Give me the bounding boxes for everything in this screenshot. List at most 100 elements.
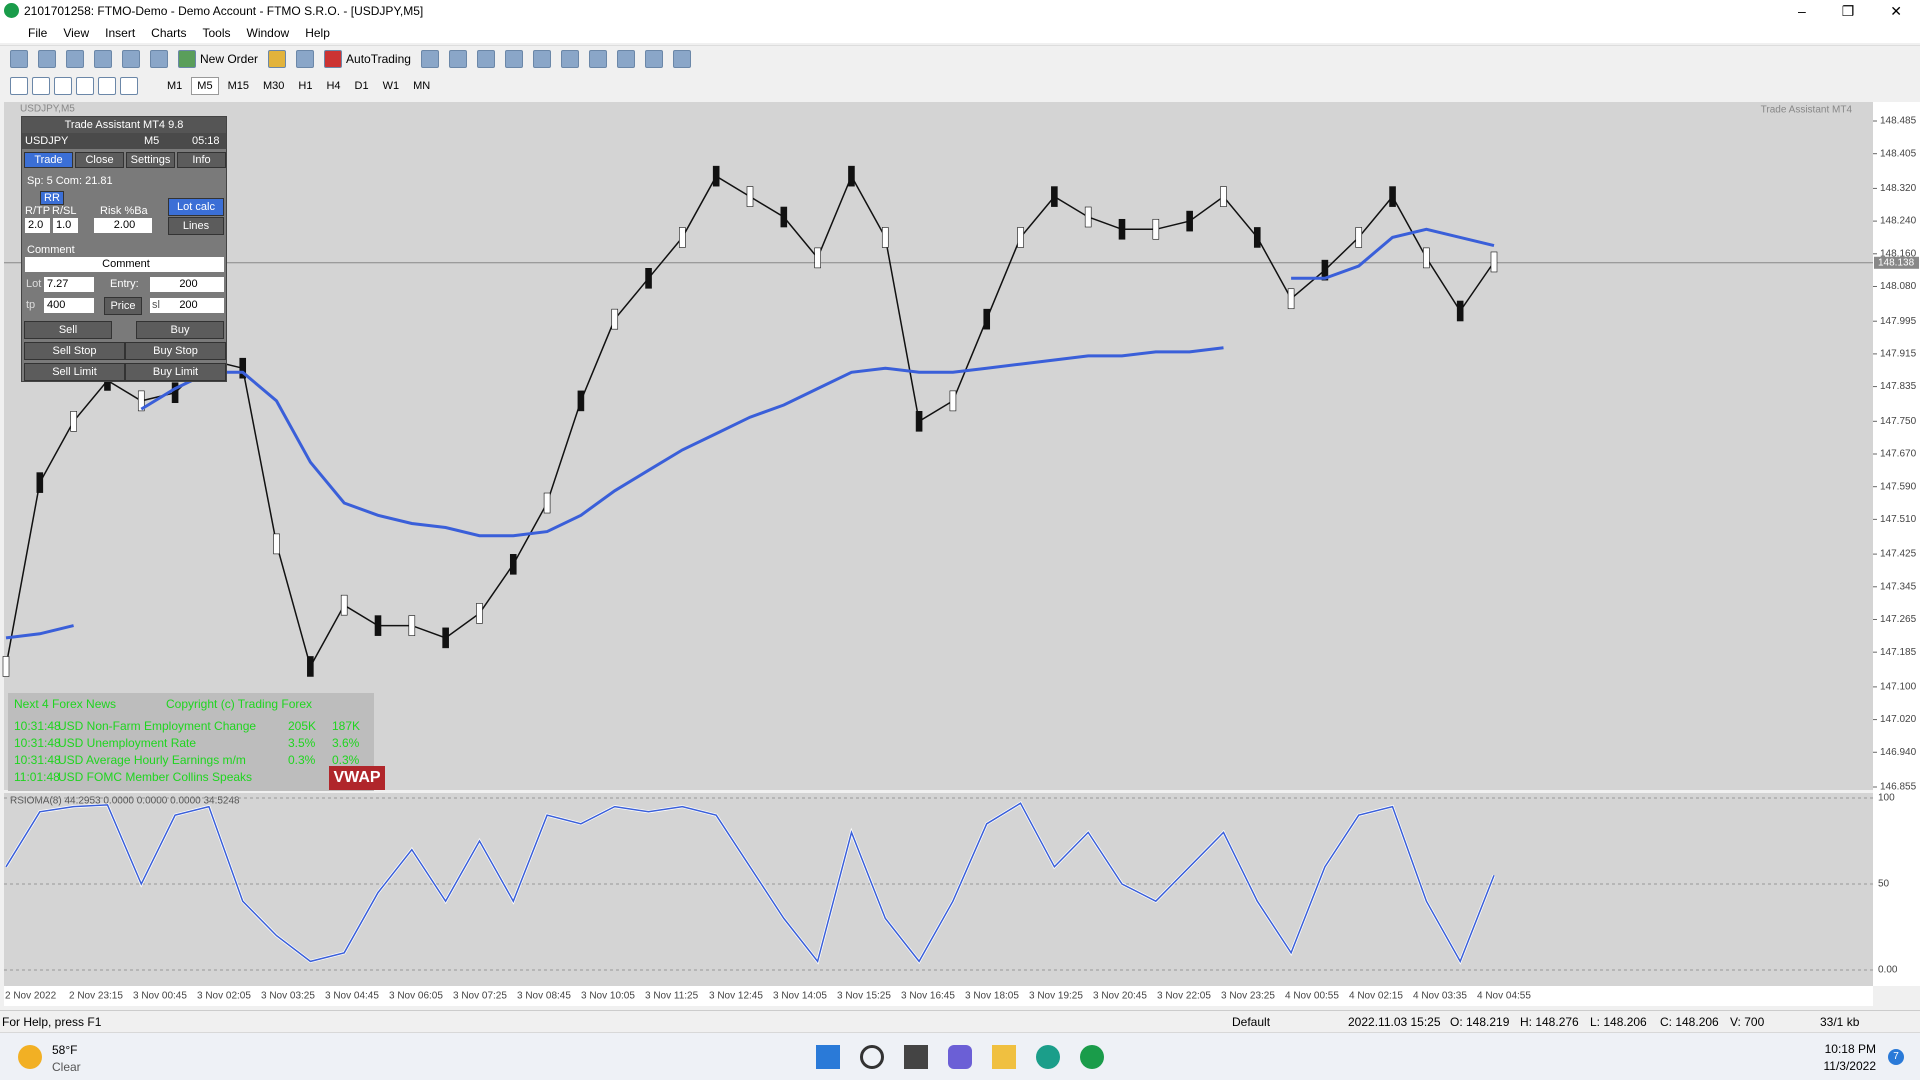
explorer-app[interactable] xyxy=(992,1045,1016,1069)
y-tick-label: 147.020 xyxy=(1880,714,1917,725)
rtp-input[interactable]: 2.0 xyxy=(25,218,50,233)
tool-icon[interactable] xyxy=(66,49,84,68)
vwap-badge[interactable]: VWAP xyxy=(329,766,385,790)
tp-label: tp xyxy=(26,299,36,311)
tool-icon[interactable] xyxy=(268,49,287,68)
order-button[interactable]: Buy xyxy=(136,321,224,339)
tool-icon[interactable] xyxy=(560,49,579,68)
timeframe-button[interactable]: D1 xyxy=(354,80,369,92)
tool-icon[interactable] xyxy=(504,49,523,68)
candle xyxy=(814,247,821,269)
menu-item[interactable]: View xyxy=(63,25,90,40)
order-button[interactable]: Sell Stop xyxy=(24,342,125,360)
candle xyxy=(273,533,280,555)
crosshair-tool[interactable] xyxy=(32,77,50,95)
menu-item[interactable]: File xyxy=(28,25,48,40)
timeframe-button[interactable]: H4 xyxy=(326,80,341,92)
status-help: For Help, press F1 xyxy=(2,1015,102,1029)
panel-tab[interactable]: Close xyxy=(75,152,124,168)
trend-tool[interactable] xyxy=(120,77,138,95)
news-copyright: Copyright (c) Trading Forex xyxy=(166,697,313,711)
menu-item[interactable]: Tools xyxy=(202,25,231,40)
tool-icon[interactable] xyxy=(38,49,56,68)
rect-tool[interactable] xyxy=(98,77,116,95)
tool-icon[interactable] xyxy=(420,49,439,68)
start-button[interactable] xyxy=(816,1045,840,1069)
rr-button[interactable]: RR xyxy=(40,191,64,205)
timeframe-button[interactable]: M15 xyxy=(227,80,249,92)
cursor-tool[interactable] xyxy=(10,77,28,95)
hline-tool[interactable] xyxy=(76,77,94,95)
time-label: 3 Nov 12:45 xyxy=(709,991,763,1002)
panel-tf: M5 xyxy=(144,135,160,147)
candle xyxy=(70,411,77,432)
y-tick-label: 148.405 xyxy=(1880,148,1917,159)
menu-item[interactable]: Help xyxy=(305,25,330,40)
candle xyxy=(1287,288,1295,310)
mt4-app[interactable] xyxy=(1080,1045,1104,1069)
timeframe-button[interactable]: W1 xyxy=(382,80,400,92)
price-button[interactable]: Price xyxy=(104,297,142,315)
tool-icon[interactable] xyxy=(672,49,691,68)
risk-label: Risk %Ba xyxy=(100,205,148,217)
tool-icon[interactable] xyxy=(588,49,607,68)
edge-app[interactable] xyxy=(1036,1045,1060,1069)
candle xyxy=(374,615,382,636)
teams-app[interactable] xyxy=(948,1045,972,1069)
tool-icon[interactable] xyxy=(122,49,140,68)
y-tick-label: 146.940 xyxy=(1880,747,1917,758)
candle xyxy=(611,308,619,330)
comment-input[interactable]: Comment xyxy=(25,257,224,272)
order-button[interactable]: Buy Stop xyxy=(125,342,226,360)
menu-item[interactable]: Charts xyxy=(151,25,187,40)
sl-input[interactable]: 200 xyxy=(150,298,224,313)
lot-input[interactable]: 7.27 xyxy=(44,277,94,292)
panel-tab[interactable]: Trade xyxy=(24,152,73,168)
order-button[interactable]: Buy Limit xyxy=(125,363,226,381)
tool-icon[interactable] xyxy=(448,49,467,68)
timeframe-button[interactable]: M30 xyxy=(262,80,285,92)
candle xyxy=(307,656,314,677)
tp-input[interactable]: 400 xyxy=(44,298,94,313)
order-button[interactable]: Sell Limit xyxy=(24,363,125,381)
panel-header xyxy=(22,133,226,149)
tool-icon[interactable] xyxy=(616,49,635,68)
order-button[interactable]: Sell xyxy=(24,321,112,339)
risk-input[interactable]: 2.00 xyxy=(94,218,152,233)
tool-icon[interactable] xyxy=(10,49,28,68)
time-label: 3 Nov 18:05 xyxy=(965,991,1019,1002)
time-label: 3 Nov 03:25 xyxy=(261,991,315,1002)
status-high: H: 148.276 xyxy=(1520,1015,1579,1029)
time-label: 3 Nov 08:45 xyxy=(517,991,571,1002)
tool-icon[interactable] xyxy=(532,49,551,68)
line-tool[interactable] xyxy=(54,77,72,95)
lines-button[interactable]: Lines xyxy=(168,217,224,235)
status-traffic: 33/1 kb xyxy=(1820,1015,1860,1029)
task-view[interactable] xyxy=(904,1045,928,1069)
search-button[interactable] xyxy=(860,1045,884,1069)
tool-icon[interactable] xyxy=(150,49,168,68)
y-tick-label: 148.320 xyxy=(1880,183,1917,194)
window-controls[interactable]: – ❐ ✕ xyxy=(1797,2,1903,20)
entry-input[interactable]: 200 xyxy=(150,277,224,292)
timeframe-button[interactable]: M1 xyxy=(167,80,183,92)
lot-calc-button[interactable]: Lot calc xyxy=(168,198,224,216)
tool-icon[interactable] xyxy=(94,49,112,68)
autotrading-button[interactable]: AutoTrading xyxy=(324,49,411,68)
tool-icon[interactable] xyxy=(296,49,315,68)
toolbar: New Order AutoTrading xyxy=(0,45,1920,71)
tool-icon[interactable] xyxy=(476,49,495,68)
candle xyxy=(543,492,551,514)
notification-badge[interactable]: 7 xyxy=(1888,1049,1904,1065)
tool-icon[interactable] xyxy=(644,49,663,68)
new-order-button[interactable]: New Order xyxy=(178,49,258,68)
timeframe-button[interactable]: MN xyxy=(413,80,431,92)
timeframe-button[interactable]: M5 xyxy=(191,77,219,95)
rsl-input[interactable]: 1.0 xyxy=(53,218,78,233)
status-low: L: 148.206 xyxy=(1590,1015,1647,1029)
menu-item[interactable]: Window xyxy=(246,25,290,40)
timeframe-button[interactable]: H1 xyxy=(298,80,313,92)
panel-tab[interactable]: Settings xyxy=(126,152,175,168)
menu-item[interactable]: Insert xyxy=(105,25,136,40)
panel-tab[interactable]: Info xyxy=(177,152,226,168)
